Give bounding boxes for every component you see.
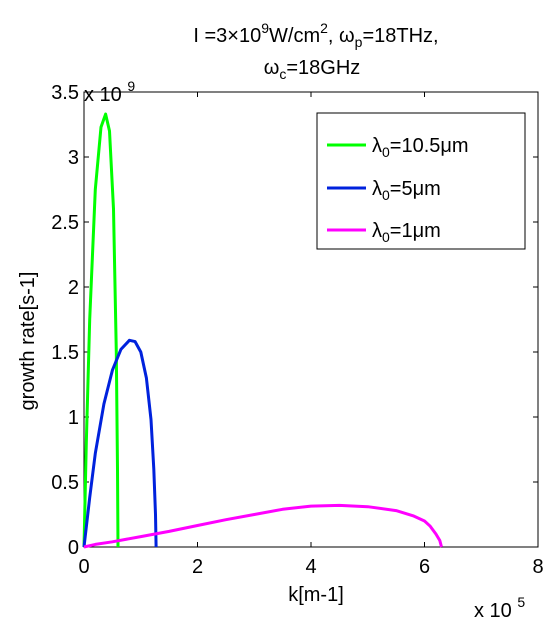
legend-box: [316, 112, 526, 250]
x-tick-label: 2: [192, 556, 203, 578]
x-tick-label: 4: [305, 556, 316, 578]
y-tick-label: 2.5: [51, 212, 79, 234]
series-line-1: [82, 112, 120, 548]
y-tick-label: 3: [68, 147, 79, 169]
legend-label-3: λ0=1μm: [372, 220, 441, 245]
y-multiplier-text: x 10 9: [84, 78, 135, 106]
y-tick-label: 0: [68, 537, 79, 559]
legend-label-1: λ0=10.5μm: [372, 135, 469, 160]
y-tick-label: 1: [68, 407, 79, 429]
x-tick-label: 0: [78, 556, 89, 578]
y-axis-title: growth rate[s-1]: [17, 272, 39, 411]
series-line-2: [82, 338, 158, 548]
y-axis-multiplier: x 10 9: [84, 78, 135, 106]
y-tick-label: 1.5: [51, 342, 79, 364]
x-axis-title: k[m-1]: [288, 584, 344, 606]
series-line-3: [83, 503, 443, 549]
plot-axes: 0 2 4 6 8 0 0.5 1 1.5 2 2.5 3 3.5: [51, 82, 543, 578]
x-tick-label: 6: [419, 556, 430, 578]
y-tick-label: 3.5: [51, 82, 79, 104]
y-tick-label: 2: [68, 277, 79, 299]
y-tick-label: 0.5: [51, 472, 79, 494]
series-lines: [82, 112, 443, 549]
chart-title: I =3×109W/cm2, ωp=18THz, ωc=18GHz: [193, 20, 438, 82]
legend-label-2: λ0=5μm: [372, 178, 441, 203]
title-line-1: I =3×109W/cm2, ωp=18THz,: [193, 20, 438, 50]
x-axis-multiplier: x 10 5: [474, 594, 525, 619]
legend: λ0=10.5μm λ0=5μm λ0=1μm: [316, 112, 526, 250]
x-multiplier-text: x 10 5: [474, 594, 525, 619]
title-line-2: ωc=18GHz: [264, 57, 361, 82]
x-tick-label: 8: [532, 556, 543, 578]
